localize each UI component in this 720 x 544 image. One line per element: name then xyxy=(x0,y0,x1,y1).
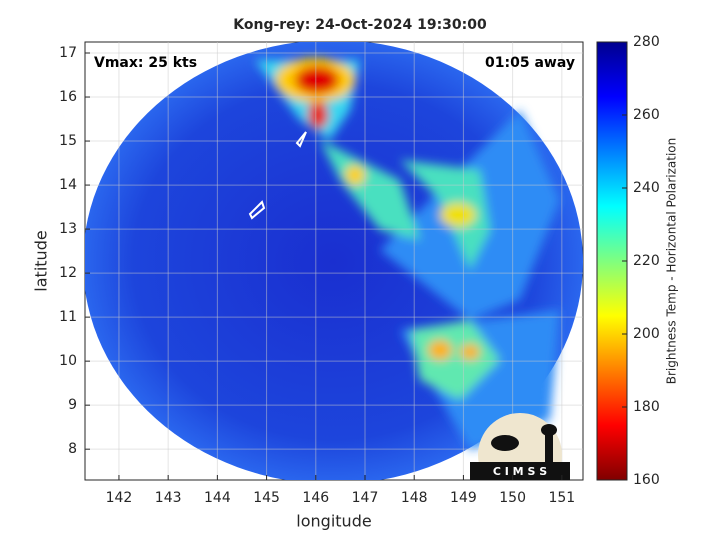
colorbar-label: Brightness Temp - Horizontal Polarizatio… xyxy=(665,138,679,385)
intensity-label: Vmax: 25 kts xyxy=(94,55,197,71)
brightness-image xyxy=(85,42,583,480)
colorbar-tick-label: 240 xyxy=(633,180,660,196)
colorbar-tick-label: 260 xyxy=(633,107,660,123)
logo-text: C I M S S xyxy=(493,465,547,478)
colorbar-tick-label: 200 xyxy=(633,326,660,342)
x-tick-label: 146 xyxy=(302,490,329,506)
y-tick-label: 8 xyxy=(68,441,77,457)
x-tick-label: 142 xyxy=(106,490,133,506)
x-axis-label: longitude xyxy=(296,512,371,531)
colorbar-tick-label: 180 xyxy=(633,399,660,415)
y-tick-label: 16 xyxy=(59,89,77,105)
x-tick-label: 150 xyxy=(499,490,526,506)
y-tick-label: 17 xyxy=(59,45,77,61)
y-tick-label: 9 xyxy=(68,397,77,413)
logo: C I M S S xyxy=(470,413,570,480)
x-tick-label: 148 xyxy=(401,490,428,506)
y-tick-label: 13 xyxy=(59,221,77,237)
x-tick-label: 147 xyxy=(352,490,379,506)
y-tick-label: 15 xyxy=(59,133,77,149)
time-label: 01:05 away xyxy=(485,55,575,71)
y-tick-label: 11 xyxy=(59,309,77,325)
colorbar-tick-label: 220 xyxy=(633,253,660,269)
x-tick-label: 143 xyxy=(155,490,182,506)
colorbar-tick-label: 280 xyxy=(633,34,660,50)
y-axis-label: latitude xyxy=(32,230,51,291)
title: Kong-rey: 24-Oct-2024 19:30:00 xyxy=(233,17,487,33)
x-tick-label: 151 xyxy=(548,490,575,506)
y-tick-label: 14 xyxy=(59,177,77,193)
y-tick-label: 10 xyxy=(59,353,77,369)
x-tick-label: 144 xyxy=(204,490,231,506)
y-tick-label: 12 xyxy=(59,265,77,281)
x-tick-label: 145 xyxy=(253,490,280,506)
colorbar-tick-label: 160 xyxy=(633,472,660,488)
x-tick-label: 149 xyxy=(450,490,477,506)
